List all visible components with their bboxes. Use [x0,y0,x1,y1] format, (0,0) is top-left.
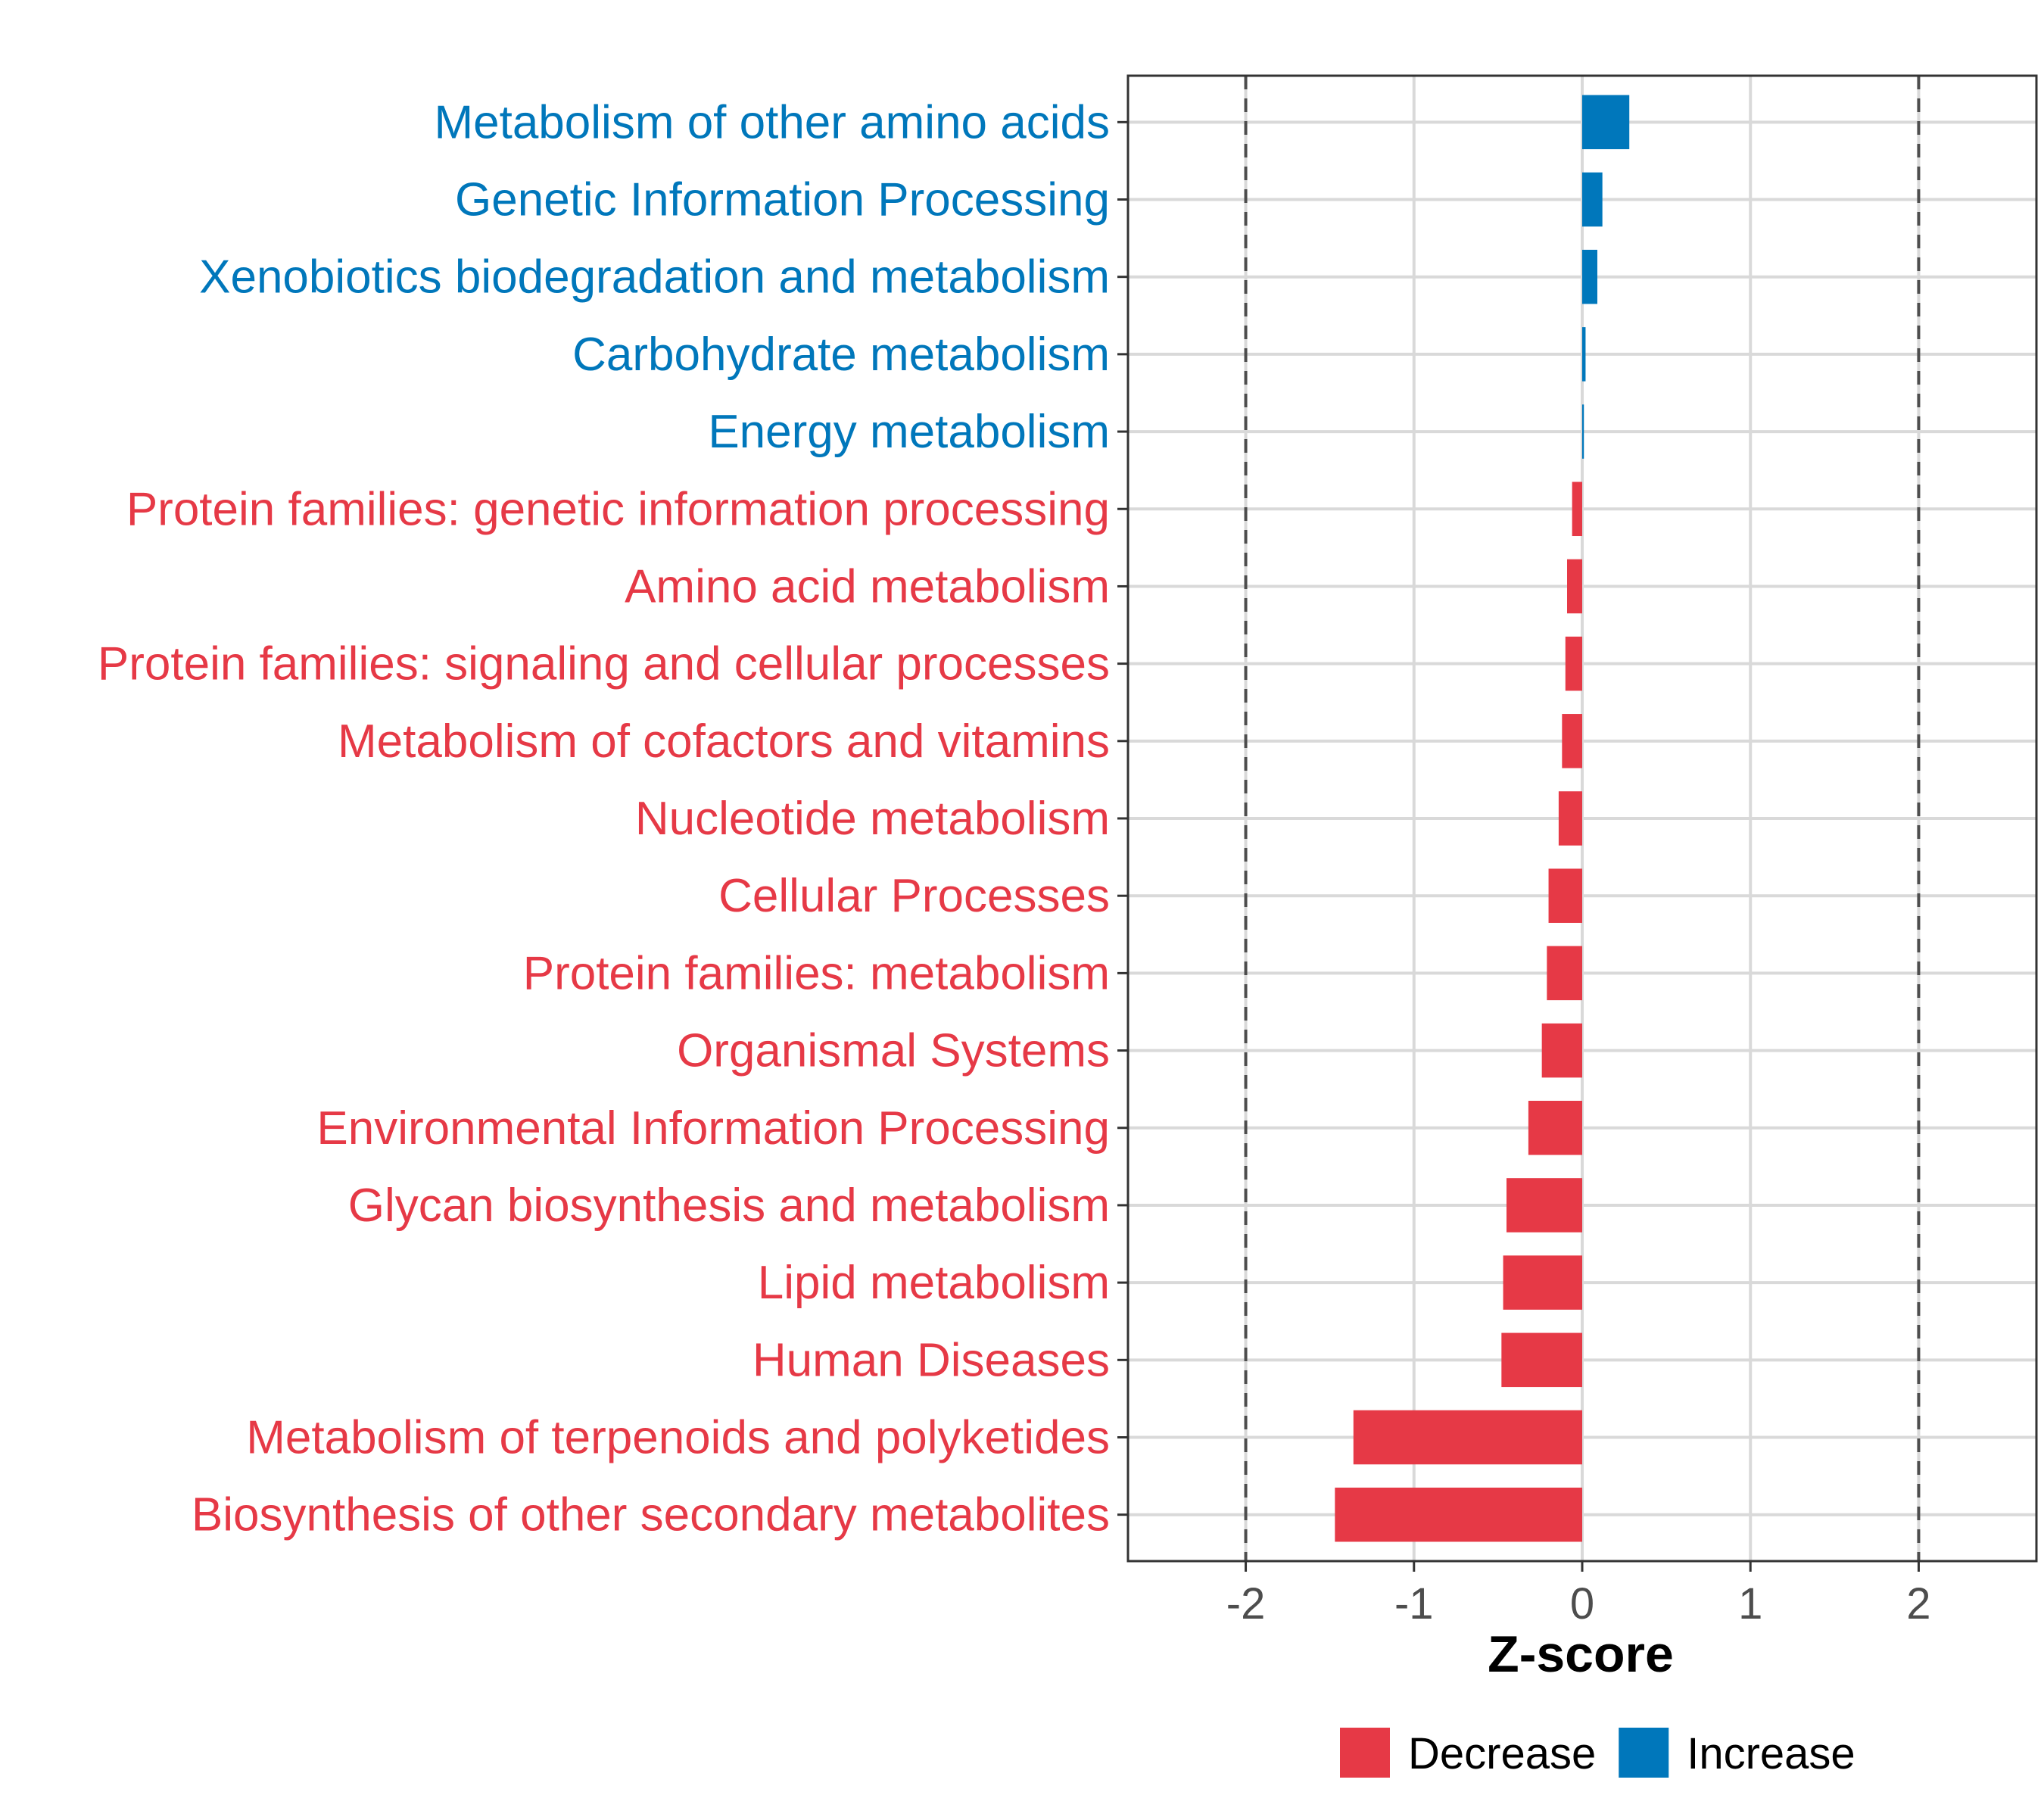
category-label: Protein families: metabolism [523,947,1110,999]
legend-swatch-decrease [1340,1728,1390,1778]
legend: Decrease Increase [1340,1728,1855,1778]
x-tick-label: -1 [1394,1579,1434,1628]
category-label: Metabolism of cofactors and vitamins [338,715,1110,768]
category-label: Cellular Processes [718,870,1110,922]
bar [1503,1255,1582,1310]
bar [1567,559,1582,614]
category-label: Biosynthesis of other secondary metaboli… [192,1489,1110,1541]
x-tick-label: 0 [1570,1579,1594,1628]
bar [1572,482,1582,537]
bar [1335,1487,1582,1542]
category-label: Carbohydrate metabolism [572,329,1110,381]
x-tick-label: -2 [1226,1579,1266,1628]
bar [1548,868,1582,923]
legend-label-decrease: Decrease [1408,1729,1596,1778]
bar [1547,946,1582,1001]
bar [1582,95,1630,150]
bar [1582,249,1597,304]
category-label: Glycan biosynthesis and metabolism [348,1180,1110,1232]
bar [1582,172,1603,227]
category-label: Xenobiotics biodegradation and metabolis… [199,251,1110,304]
category-label: Energy metabolism [708,406,1110,458]
category-label: Nucleotide metabolism [635,793,1110,845]
category-label: Protein families: signaling and cellular… [98,638,1110,690]
category-axis: Metabolism of other amino acids Genetic I… [98,96,1128,1541]
category-label: Genetic Information Processing [455,174,1110,226]
bar [1528,1100,1582,1155]
category-label: Amino acid metabolism [625,560,1110,612]
z-score-axis: -2 -1 0 1 2 [1226,1561,1931,1628]
category-label: Environmental Information Processing [316,1102,1110,1155]
category-label: Organismal Systems [677,1025,1110,1077]
category-label: Human Diseases [752,1334,1110,1386]
bar [1541,1023,1582,1078]
bar [1501,1332,1582,1388]
bar [1582,327,1586,382]
bar [1562,714,1582,768]
x-tick-label: 1 [1738,1579,1762,1628]
bar [1353,1410,1582,1465]
legend-label-increase: Increase [1687,1729,1855,1778]
legend-swatch-increase [1619,1728,1669,1778]
plot-panel [1126,74,2038,1563]
category-label: Metabolism of other amino acids [434,96,1110,148]
bar [1582,404,1584,459]
category-label: Protein families: genetic information pr… [126,483,1110,535]
bar [1565,636,1582,691]
category-label: Lipid metabolism [758,1257,1110,1309]
x-axis-title: Z-score [1488,1625,1674,1683]
x-tick-label: 2 [1906,1579,1930,1628]
bar [1507,1178,1582,1233]
category-label: Metabolism of terpenoids and polyketides [246,1412,1110,1464]
bar [1558,791,1582,846]
